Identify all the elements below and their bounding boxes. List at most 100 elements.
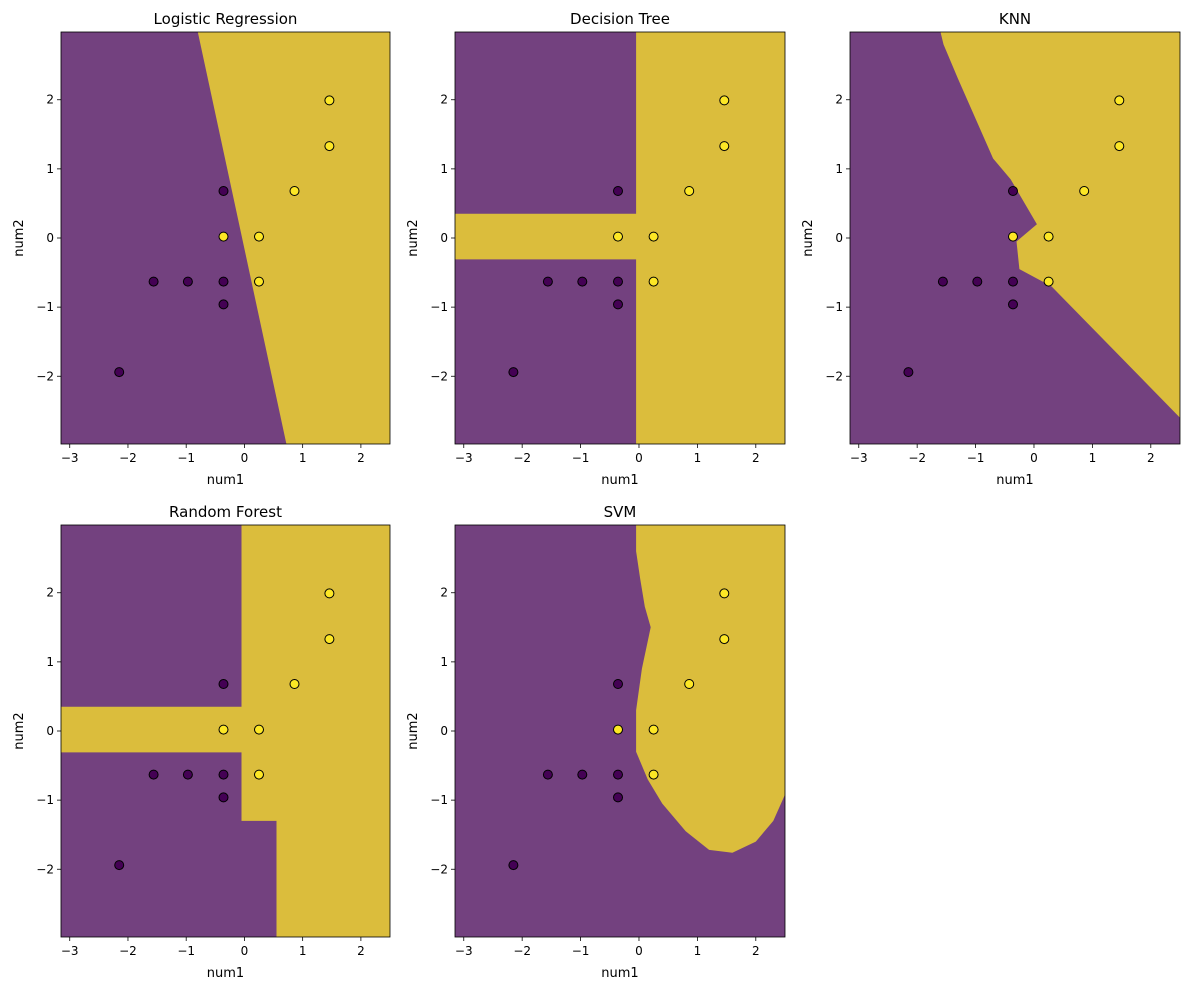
data-point-8 [648, 231, 659, 242]
x-tick-label: 2 [357, 451, 365, 465]
data-point-12 [324, 95, 335, 106]
data-point-10 [684, 186, 695, 196]
data-point-1 [508, 367, 519, 378]
x-tick-label: 2 [752, 451, 760, 465]
x-axis-label: num1 [207, 966, 244, 981]
data-point-10 [1079, 186, 1090, 196]
y-tick-label: −2 [36, 862, 54, 876]
y-tick-label: 2 [46, 586, 54, 600]
x-axis-label: num1 [601, 966, 638, 981]
x-tick-label: −2 [513, 944, 531, 958]
y-tick-label: 1 [440, 162, 448, 176]
data-point-3 [577, 276, 588, 287]
chart-2: −3 −2 −1 0 1 2 −2 −1 0 1 2 Decision Tree num1 num2 [406, 10, 786, 488]
chart-title: Logistic Regression [154, 10, 298, 28]
x-tick-label: −3 [455, 451, 473, 465]
data-point-2 [937, 276, 948, 287]
y-axis-label: num2 [406, 712, 421, 749]
y-tick-label: 1 [46, 162, 54, 176]
y-axis-label: num2 [12, 219, 27, 256]
data-point-4 [613, 769, 623, 780]
x-tick-label: 1 [694, 451, 702, 465]
x-tick-label: 0 [635, 451, 643, 465]
chart-title: SVM [604, 503, 637, 521]
y-tick-label: −1 [430, 300, 448, 314]
data-point-11 [719, 634, 730, 645]
x-tick-label: −2 [119, 944, 137, 958]
data-point-7 [218, 724, 229, 735]
data-point-8 [254, 724, 264, 735]
data-point-7 [613, 724, 623, 735]
y-tick-label: −2 [430, 369, 448, 383]
y-tick-label: 1 [46, 655, 54, 669]
y-tick-label: 0 [46, 231, 54, 245]
data-point-9 [254, 276, 264, 287]
x-tick-label: −1 [177, 451, 195, 465]
data-point-10 [684, 679, 695, 689]
data-point-1 [508, 860, 519, 871]
data-point-10 [289, 186, 300, 196]
x-tick-label: 0 [1030, 451, 1038, 465]
data-point-7 [613, 231, 623, 242]
data-point-3 [577, 769, 588, 780]
x-tick-label: 2 [1147, 451, 1155, 465]
y-tick-label: 2 [835, 93, 843, 107]
y-tick-label: 0 [46, 724, 54, 738]
x-tick-label: −1 [572, 451, 590, 465]
region-class1 [197, 32, 390, 444]
data-point-6 [218, 679, 229, 689]
x-tick-label: 2 [357, 944, 365, 958]
data-point-10 [289, 679, 300, 689]
data-point-5 [613, 299, 623, 310]
y-tick-label: 2 [440, 93, 448, 107]
data-point-4 [613, 276, 623, 287]
data-point-12 [1114, 95, 1125, 106]
data-point-1 [903, 367, 914, 378]
y-tick-label: 1 [440, 655, 448, 669]
y-axis-label: num2 [12, 712, 27, 749]
data-point-12 [324, 588, 335, 599]
x-axis-label: num1 [996, 473, 1033, 488]
data-point-9 [254, 769, 264, 780]
y-axis-label: num2 [406, 219, 421, 256]
chart-3: −3 −2 −1 0 1 2 −2 −1 0 1 2 KNN num1 num2 [801, 10, 1181, 488]
data-point-2 [542, 769, 553, 780]
y-tick-label: −1 [430, 793, 448, 807]
region-class1 [636, 525, 785, 853]
y-tick-label: 1 [835, 162, 843, 176]
data-point-5 [1008, 299, 1018, 310]
y-tick-label: 0 [835, 231, 843, 245]
y-tick-label: 0 [440, 231, 448, 245]
data-point-6 [218, 186, 229, 196]
x-axis-label: num1 [601, 473, 638, 488]
data-point-2 [542, 276, 553, 287]
data-point-9 [648, 276, 659, 287]
data-point-4 [218, 769, 229, 780]
x-tick-label: −2 [908, 451, 926, 465]
data-point-2 [148, 276, 159, 287]
y-tick-label: −2 [430, 862, 448, 876]
data-point-5 [218, 299, 229, 310]
data-point-11 [324, 634, 335, 645]
x-tick-label: 1 [299, 944, 307, 958]
x-tick-label: −2 [119, 451, 137, 465]
chart-title: KNN [999, 10, 1031, 28]
x-axis-label: num1 [207, 473, 244, 488]
data-point-8 [648, 724, 659, 735]
region-class1 [940, 32, 1180, 418]
data-point-4 [1008, 276, 1018, 287]
y-tick-label: 0 [440, 724, 448, 738]
chart-5: −3 −2 −1 0 1 2 −2 −1 0 1 2 SVM num1 num2 [406, 503, 786, 981]
chart-title: Decision Tree [570, 10, 670, 28]
data-point-9 [1043, 276, 1054, 287]
data-point-3 [972, 276, 983, 287]
data-point-12 [719, 95, 730, 106]
x-tick-label: −3 [61, 944, 79, 958]
y-tick-label: −1 [36, 793, 54, 807]
data-point-3 [182, 276, 193, 287]
data-point-2 [148, 769, 159, 780]
x-tick-label: 1 [694, 944, 702, 958]
x-tick-label: 1 [1089, 451, 1097, 465]
y-axis-label: num2 [801, 219, 816, 256]
y-tick-label: −1 [36, 300, 54, 314]
